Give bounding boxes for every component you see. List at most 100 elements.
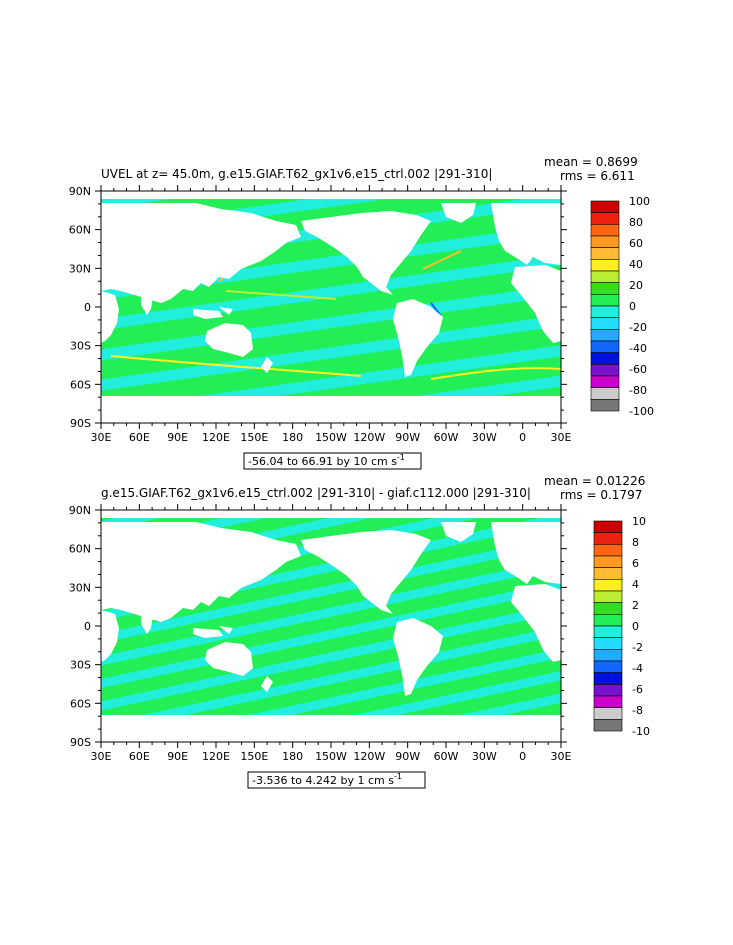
colorbar-swatch (593, 544, 623, 557)
rms-label: rms = 0.1797 (560, 488, 642, 502)
lat-tick-label: 0 (84, 301, 91, 314)
colorbar-swatch (593, 532, 623, 545)
lat-tick-label: 90S (70, 417, 91, 430)
colorbar-swatch (593, 719, 623, 732)
colorbar-swatch (593, 590, 623, 603)
colorbar-swatch (593, 695, 623, 708)
map-panel-1: UVEL at z= 45.0m, g.e15.GIAF.T62_gx1v6.e… (69, 155, 654, 470)
lon-tick-label: 0 (519, 431, 526, 444)
panel-title: UVEL at z= 45.0m, g.e15.GIAF.T62_gx1v6.e… (101, 167, 492, 181)
colorbar-swatch (593, 637, 623, 650)
colorbar-swatch (593, 555, 623, 568)
colorbar-swatch (590, 235, 620, 248)
colorbar-label: -100 (629, 405, 654, 418)
colorbar-swatch (590, 247, 620, 260)
lon-tick-label: 60E (129, 431, 150, 444)
lon-tick-label: 150E (240, 431, 268, 444)
colorbar-swatch (590, 259, 620, 272)
colorbar-label: -80 (629, 384, 647, 397)
lon-tick-label: 150W (315, 750, 347, 763)
mean-label: mean = 0.8699 (544, 155, 638, 169)
rms-label: rms = 6.611 (560, 169, 635, 183)
lon-tick-label: 0 (519, 750, 526, 763)
mean-label: mean = 0.01226 (544, 474, 645, 488)
lat-tick-label: 90S (70, 736, 91, 749)
lat-tick-label: 90N (69, 504, 91, 517)
svg-text:-3.536 to 4.242 by 1 cm s-1: -3.536 to 4.242 by 1 cm s-1 (252, 772, 402, 787)
colorbar-swatch (590, 399, 620, 412)
lon-tick-label: 30W (472, 431, 497, 444)
colorbar-swatch (593, 660, 623, 673)
colorbar-label: -60 (629, 363, 647, 376)
colorbar-label: 8 (632, 536, 639, 549)
colorbar: 100 80 60 40 20 0 -20 -40 -60 -80 -100 (590, 195, 654, 418)
colorbar-label: -6 (632, 683, 643, 696)
colorbar-swatch (590, 224, 620, 237)
lat-tick-label: 90N (69, 185, 91, 198)
lon-tick-label: 90W (395, 431, 420, 444)
velocity-field (101, 191, 561, 423)
svg-text:-56.04 to 66.91 by 10 cm s-1: -56.04 to 66.91 by 10 cm s-1 (248, 453, 405, 468)
lon-tick-label: 120W (353, 750, 385, 763)
colorbar-label: -8 (632, 704, 643, 717)
colorbar-swatch (590, 329, 620, 342)
lon-tick-label: 150W (315, 431, 347, 444)
lon-tick-label: 90E (167, 750, 188, 763)
lon-tick-label: 120E (202, 431, 230, 444)
colorbar-label: 80 (629, 216, 643, 229)
panel-title: g.e15.GIAF.T62_gx1v6.e15_ctrl.002 |291-3… (101, 486, 531, 500)
colorbar-swatch (593, 520, 623, 533)
colorbar-swatch (590, 305, 620, 318)
colorbar-label: 100 (629, 195, 650, 208)
colorbar-swatch (590, 387, 620, 400)
colorbar-label: -20 (629, 321, 647, 334)
colorbar-swatch (590, 352, 620, 365)
lon-tick-label: 120W (353, 431, 385, 444)
lat-tick-label: 60S (70, 697, 91, 710)
colorbar-swatch (593, 649, 623, 662)
colorbar-swatch (590, 270, 620, 283)
colorbar-swatch (593, 684, 623, 697)
contour-range-box: -3.536 to 4.242 by 1 cm s-1 (247, 771, 426, 789)
colorbar-swatch (593, 567, 623, 580)
colorbar-swatch (593, 614, 623, 627)
velocity-field (101, 510, 561, 742)
lat-tick-label: 30S (70, 659, 91, 672)
colorbar-label: 6 (632, 557, 639, 570)
colorbar-label: 60 (629, 237, 643, 250)
colorbar-label: 0 (629, 300, 636, 313)
colorbar-swatch (590, 294, 620, 307)
colorbar-label: -10 (632, 725, 650, 738)
lon-tick-label: 30E (91, 431, 112, 444)
lat-tick-label: 0 (84, 620, 91, 633)
colorbar-swatch (590, 212, 620, 225)
colorbar-label: -4 (632, 662, 643, 675)
colorbar-label: 10 (632, 515, 646, 528)
colorbar-label: 0 (632, 620, 639, 633)
lon-tick-label: 60W (434, 750, 459, 763)
lon-tick-label: 30E (551, 750, 572, 763)
colorbar-label: 4 (632, 578, 639, 591)
colorbar-swatch (593, 625, 623, 638)
lat-tick-label: 60N (69, 543, 91, 556)
lon-tick-label: 90W (395, 750, 420, 763)
contour-range-box: -56.04 to 66.91 by 10 cm s-1 (243, 452, 422, 470)
lat-tick-label: 30N (69, 581, 91, 594)
colorbar: 10 8 6 4 2 0 -2 -4 -6 -8 -10 (593, 515, 650, 738)
colorbar-swatch (590, 364, 620, 377)
colorbar-label: -40 (629, 342, 647, 355)
colorbar-swatch (593, 602, 623, 615)
lat-tick-label: 30N (69, 262, 91, 275)
lat-tick-label: 60N (69, 224, 91, 237)
colorbar-swatch (590, 340, 620, 353)
colorbar-swatch (590, 317, 620, 330)
colorbar-label: -2 (632, 641, 643, 654)
lon-tick-label: 90E (167, 431, 188, 444)
colorbar-label: 2 (632, 599, 639, 612)
lon-tick-label: 30E (551, 431, 572, 444)
map-panel-2: g.e15.GIAF.T62_gx1v6.e15_ctrl.002 |291-3… (69, 474, 650, 789)
colorbar-label: 40 (629, 258, 643, 271)
lat-tick-label: 30S (70, 340, 91, 353)
lon-tick-label: 120E (202, 750, 230, 763)
